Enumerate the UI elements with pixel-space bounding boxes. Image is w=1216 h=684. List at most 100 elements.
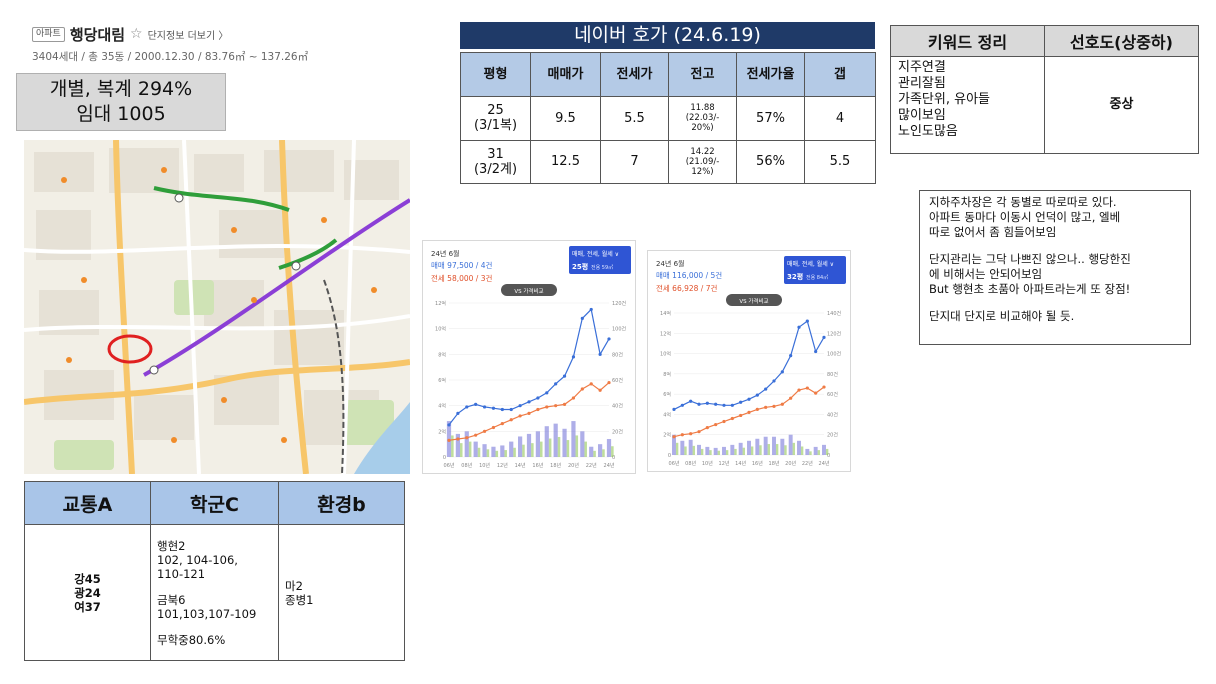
filter-button[interactable] (569, 246, 631, 274)
data-point (730, 403, 734, 407)
data-point (545, 391, 549, 395)
jeonse-cell: 5.5 (600, 96, 669, 141)
evaluation-table: 교통A 학군C 환경b 강45 광24 여37 행현2 102, 104-106… (24, 481, 405, 661)
y-tick-right: 80건 (612, 351, 623, 358)
volume-bar-secondary (548, 438, 552, 457)
apartment-name: 행당대림 (69, 25, 126, 44)
data-point (739, 413, 743, 418)
data-point (527, 400, 531, 404)
data-point (780, 370, 784, 374)
col-rate: 전세가율 (736, 52, 805, 97)
x-tick: 10년 (702, 460, 713, 467)
volume-bar-secondary (531, 443, 534, 457)
table-row: 31 (3/2계) 12.5 7 14.22 (21.09/- 12%) 56%… (460, 139, 876, 184)
volume-bar (772, 436, 776, 455)
preference-value: 중상 (1044, 56, 1199, 154)
type-value: 31 (487, 146, 504, 162)
compare-button[interactable] (726, 294, 782, 306)
data-point (747, 410, 751, 414)
keyword-item: 지주연결 (898, 60, 946, 75)
type-detail: (3/2계) (473, 161, 518, 177)
data-point (474, 433, 478, 437)
keyword-item: 많이보임 (898, 108, 946, 123)
star-icon[interactable]: ☆ (130, 26, 143, 42)
data-point (789, 354, 793, 358)
x-tick: 20년 (785, 460, 796, 467)
data-point (518, 404, 522, 408)
volume-bar (491, 446, 496, 457)
high-detail: 12%) (691, 166, 714, 177)
volume-bar (562, 428, 567, 457)
data-point (571, 355, 576, 359)
transport-cell: 강45 광24 여37 (24, 524, 151, 661)
memo-line: 단지대 단지로 비교해야 될 듯. (929, 309, 1075, 323)
data-point (672, 435, 676, 439)
volume-bar (509, 441, 514, 457)
volume-bar-secondary (611, 446, 614, 457)
keyword-header: 키워드 정리 (890, 25, 1045, 57)
volume-bar (553, 423, 558, 457)
high-value: 11.88 (690, 103, 715, 114)
series-line (673, 320, 825, 410)
ratio-line-1: 개별, 복계 294% (49, 78, 193, 100)
gap-cell: 4 (804, 96, 876, 141)
x-tick: 24년 (819, 460, 830, 467)
data-point (482, 405, 487, 409)
type-detail: (3/1복) (473, 118, 518, 134)
compare-button[interactable] (501, 284, 557, 296)
data-point (598, 388, 602, 392)
sale-cell: 9.5 (530, 96, 601, 141)
volume-bar-secondary (539, 441, 543, 457)
volume-bar (606, 439, 612, 457)
filter-button[interactable] (784, 256, 846, 284)
transport-line: 광24 (74, 585, 101, 600)
location-map[interactable] (24, 140, 410, 474)
data-point (705, 401, 709, 405)
data-point (805, 386, 809, 390)
volume-bar (473, 441, 478, 457)
rate-cell: 56% (736, 139, 805, 184)
data-point (814, 391, 818, 395)
x-tick: 22년 (802, 460, 813, 467)
school-line: 무학중80.6% (157, 632, 226, 647)
volume-bar (822, 444, 826, 455)
memo-line: 따로 없어서 좀 힘들어보임 (929, 225, 1057, 239)
high-cell: 14.22 (21.09/- 12%) (668, 139, 737, 184)
data-point (722, 403, 726, 407)
y-tick-right: 20건 (827, 432, 838, 439)
volume-bar-secondary (817, 450, 821, 455)
volume-bar (571, 421, 576, 457)
keyword-table: 키워드 정리 선호도(상중하) 지주연결 관리잘됨 가족단위, 유아들 많이보임… (890, 25, 1199, 154)
volume-bar-secondary (584, 441, 587, 457)
price-chart-25[interactable]: 24년 6월 매매 97,500 / 4건 전세 58,000 / 3건 매매, 전세… (422, 240, 636, 474)
school-line: 금북6 (157, 592, 186, 607)
data-point (697, 430, 701, 434)
data-point (447, 423, 451, 427)
property-type-badge: 아파트 (32, 26, 65, 42)
ratio-box: 개별, 복계 294% 임대 1005 (16, 73, 226, 131)
keyword-item: 가족단위, 유아들 (898, 92, 990, 107)
price-chart-32[interactable]: 24년 6월 매매 116,000 / 5건 전세 66,928 / 7건 매매, 전… (647, 250, 851, 472)
data-point (562, 402, 567, 406)
volume-bar (589, 446, 594, 457)
data-point (780, 402, 784, 406)
data-point (465, 405, 469, 409)
volume-bar (755, 438, 760, 455)
volume-bar-secondary (709, 450, 712, 455)
volume-bar (482, 444, 487, 457)
volume-bar-secondary (486, 449, 490, 457)
volume-bar (788, 434, 793, 455)
volume-bar (598, 444, 603, 457)
data-point (562, 374, 567, 378)
y-tick-right: 100건 (612, 326, 627, 333)
header-school: 학군C (150, 481, 279, 525)
volume-bar (464, 431, 469, 457)
volume-bar-secondary (557, 436, 561, 457)
volume-bar (705, 446, 710, 455)
table-row: 25 (3/1복) 9.5 5.5 11.88 (22.03/- 20%) 57… (460, 96, 876, 141)
y-tick-left: 6억 (438, 377, 446, 384)
y-tick-left: 0 (443, 455, 446, 461)
complex-info-link[interactable]: 단지정보 더보기 〉 (147, 30, 229, 42)
x-tick: 12년 (719, 460, 730, 467)
x-tick: 18년 (769, 460, 780, 467)
